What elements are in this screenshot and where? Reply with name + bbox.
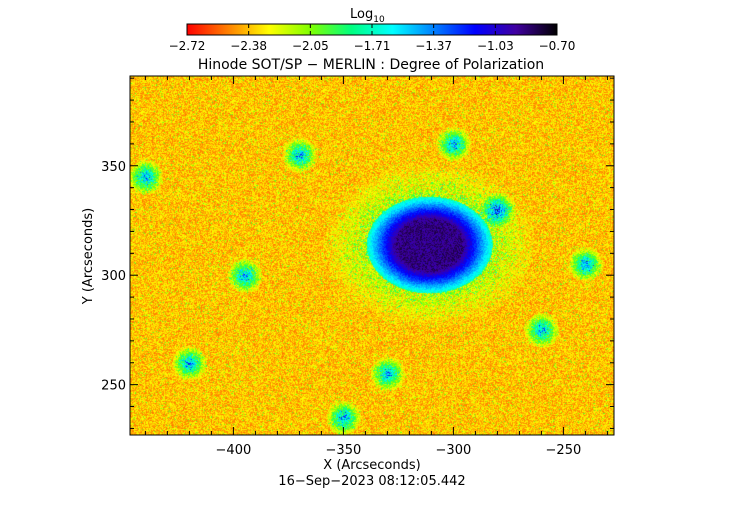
timestamp: 16−Sep−2023 08:12:05.442 (278, 474, 465, 489)
colorbar-tick-label: −2.05 (292, 39, 329, 53)
colorbar-tick-label: −1.37 (415, 39, 452, 53)
y-axis-label: Y (Arcseconds) (81, 208, 96, 305)
x-axis-label: X (Arcseconds) (323, 458, 420, 473)
colorbar-tick-label: −0.70 (539, 39, 576, 53)
plot-area: −400 −350 −300 −250 250 300 350 (101, 75, 615, 458)
y-tick-label: 350 (101, 160, 126, 175)
x-tick-label: −300 (436, 443, 472, 458)
colorbar-tick-label: −2.72 (169, 39, 206, 53)
colorbar-tick-label: −1.03 (477, 39, 514, 53)
heatmap (130, 76, 614, 435)
x-tick-label: −250 (546, 443, 582, 458)
colorbar-title: Log10 (350, 7, 385, 25)
chart-title: Hinode SOT/SP − MERLIN : Degree of Polar… (198, 57, 544, 73)
axis-ticks: −400 −350 −300 −250 250 300 350 (101, 76, 614, 458)
x-tick-label: −400 (216, 443, 252, 458)
x-tick-label: −350 (326, 443, 362, 458)
y-tick-label: 300 (101, 269, 126, 284)
colorbar-tick-label: −2.38 (230, 39, 267, 53)
colorbar-title-sub: 10 (373, 15, 385, 25)
colorbar-title-main: Log (350, 7, 373, 22)
colorbar-ticks: −2.72 −2.38 −2.05 −1.71 −1.37 −1.03 −0.70 (169, 24, 576, 53)
colorbar-tick-label: −1.71 (354, 39, 391, 53)
plot-frame (129, 75, 615, 436)
heatmap-image (130, 76, 614, 435)
y-tick-label: 250 (101, 379, 126, 394)
